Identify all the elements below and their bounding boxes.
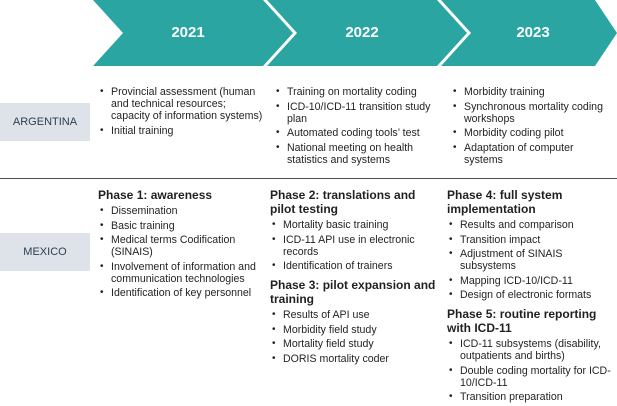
- argentina-2021-column: Provincial assessment (human and technic…: [98, 86, 264, 139]
- list-item: National meeting on health statistics an…: [274, 142, 438, 166]
- list-item: Adjustment of SINAIS subsystems: [447, 248, 615, 272]
- list-item: Results and comparison: [447, 219, 615, 231]
- list-item: ICD-11 subsystems (disability, outpatien…: [447, 338, 615, 362]
- list-item: Mapping ICD-10/ICD-11: [447, 275, 615, 287]
- year-2022: 2022: [345, 24, 379, 41]
- argentina-2023-column: Morbidity training Synchronous mortality…: [451, 86, 615, 168]
- list-item: Training on mortality coding: [274, 86, 438, 98]
- year-2021: 2021: [171, 24, 205, 41]
- list-item: ICD-10/ICD-11 transition study plan: [274, 101, 438, 125]
- list-item: Morbidity coding pilot: [451, 127, 615, 139]
- list-item: Design of electronic formats: [447, 289, 615, 301]
- list-item: Transition impact: [447, 234, 615, 246]
- list-item: Provincial assessment (human and technic…: [98, 86, 264, 122]
- list-item: DORIS mortality coder: [270, 353, 438, 365]
- list-item: Dissemination: [98, 205, 266, 217]
- list-item: Morbidity training: [451, 86, 615, 98]
- mexico-2022-column: Phase 2: translations and pilot testing …: [270, 188, 438, 367]
- argentina-2022-column: Training on mortality coding ICD-10/ICD-…: [274, 86, 438, 168]
- list-item: ICD-11 API use in electronic records: [270, 234, 438, 258]
- list-item: Transition preparation: [447, 391, 615, 403]
- list-item: Medical terms Codification (SINAIS): [98, 234, 266, 258]
- mexico-2023-column: Phase 4: full system implementation Resu…: [447, 188, 615, 406]
- list-item: Mortality basic training: [270, 219, 438, 231]
- row-separator: [0, 178, 617, 179]
- year-2023: 2023: [516, 24, 550, 41]
- list-item: Basic training: [98, 220, 266, 232]
- timeline-header: 2021 2022 2023: [0, 0, 617, 66]
- list-item: Initial training: [98, 125, 264, 137]
- list-item: Results of API use: [270, 309, 438, 321]
- list-item: Mortality field study: [270, 338, 438, 350]
- phase-title: Phase 2: translations and pilot testing: [270, 188, 416, 216]
- country-label-argentina: ARGENTINA: [0, 103, 90, 141]
- list-item: Synchronous mortality coding workshops: [451, 101, 615, 125]
- list-item: Double coding mortality for ICD-10/ICD-1…: [447, 365, 615, 389]
- phase-title: Phase 5: routine reporting with ICD-11: [447, 307, 597, 335]
- list-item: Identification of trainers: [270, 260, 438, 272]
- list-item: Identification of key personnel: [98, 287, 266, 299]
- list-item: Morbidity field study: [270, 324, 438, 336]
- phase-title: Phase 3: pilot expansion and training: [270, 278, 436, 306]
- mexico-2021-column: Phase 1: awareness Dissemination Basic t…: [98, 188, 266, 302]
- list-item: Involvement of information and communica…: [98, 261, 266, 285]
- country-label-mexico: MEXICO: [0, 233, 90, 271]
- phase-title: Phase 1: awareness: [98, 188, 213, 202]
- list-item: Adaptation of computer systems: [451, 142, 615, 166]
- phase-title: Phase 4: full system implementation: [447, 188, 563, 216]
- list-item: Automated coding tools’ test: [274, 127, 438, 139]
- chevron-2023: [441, 0, 617, 66]
- chevron-2022: [267, 0, 467, 66]
- chevron-2021: [93, 0, 293, 66]
